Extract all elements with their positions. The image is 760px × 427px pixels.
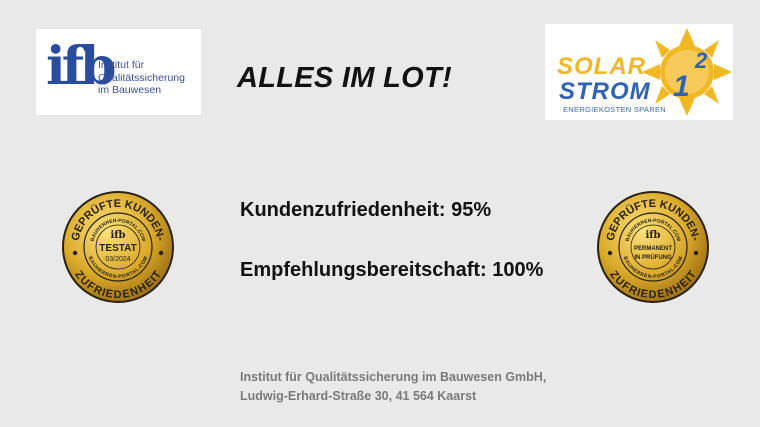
solarstrom-logo: SOLAR STROM 1 2 ENERGIEKOSTEN SPAREN bbox=[545, 24, 733, 120]
ifb-line: im Bauwesen bbox=[98, 84, 162, 96]
logo-number-base: 1 bbox=[673, 70, 691, 103]
seal-center-line1: TESTAT bbox=[99, 243, 136, 254]
stat-customer-satisfaction: Kundenzufriedenheit: 95% bbox=[240, 199, 491, 222]
ifb-line: Qualitätssicherung bbox=[98, 71, 185, 84]
ifb-logo-mark: ifb bbox=[46, 36, 117, 97]
seal-ifb-mark: ifb bbox=[110, 230, 125, 241]
stat-label: Empfehlungsbereitschaft: bbox=[240, 259, 487, 281]
sun-icon bbox=[642, 28, 732, 116]
footer-line: Ludwig-Erhard-Straße 30, 41 564 Kaarst bbox=[240, 389, 477, 403]
footer-line: Institut für Qualitätssicherung im Bauwe… bbox=[240, 370, 547, 384]
headline: ALLES IM LOT! bbox=[237, 62, 452, 94]
seal-ifb-mark: ifb bbox=[645, 230, 660, 241]
seal-center-line2: IN PRÜFUNG bbox=[634, 254, 672, 261]
seal-center-line2: 03/2024 bbox=[105, 256, 130, 263]
stat-value: 100% bbox=[492, 259, 544, 281]
stat-value: 95% bbox=[451, 199, 492, 221]
stat-recommendation: Empfehlungsbereitschaft: 100% bbox=[240, 259, 543, 282]
strom-word: STROM bbox=[559, 78, 651, 105]
seal-permanent: GEPRÜFTE KUNDEN- ZUFRIEDENHEIT BAUHERREN… bbox=[597, 191, 709, 303]
footer-address: Institut für Qualitätssicherung im Bauwe… bbox=[240, 368, 546, 406]
ifb-logo: ifb Institut für Qualitätssicherung im B… bbox=[36, 29, 201, 115]
seal-testat: GEPRÜFTE KUNDEN- ZUFRIEDENHEIT BAUHERREN… bbox=[62, 191, 174, 303]
solar-word: SOLAR bbox=[557, 53, 646, 80]
stat-label: Kundenzufriedenheit: bbox=[240, 199, 446, 221]
ifb-line: Institut für bbox=[98, 59, 145, 71]
seal-center-line1: PERMANENT bbox=[634, 246, 672, 252]
logo-number-superscript: 2 bbox=[695, 48, 709, 73]
solar-slogan: ENERGIEKOSTEN SPAREN bbox=[563, 105, 666, 114]
ifb-logo-text: Institut für Qualitätssicherung im Bauwe… bbox=[98, 59, 185, 97]
